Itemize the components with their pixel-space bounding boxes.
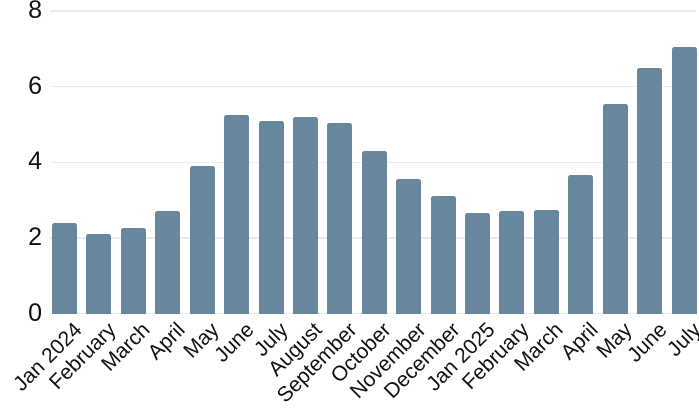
bar	[430, 196, 456, 314]
bar	[292, 116, 318, 314]
x-tick-label: July	[662, 318, 699, 361]
bar	[52, 222, 77, 314]
bar	[155, 211, 181, 314]
bar	[671, 46, 697, 314]
bar	[86, 234, 112, 314]
bar	[189, 166, 215, 314]
bar	[224, 114, 250, 314]
gridline	[50, 312, 696, 315]
bar	[258, 120, 284, 314]
bar	[120, 228, 146, 314]
gridline	[50, 10, 696, 12]
x-tick-label: April	[556, 318, 603, 365]
y-tick-label: 8	[28, 0, 42, 24]
y-tick-label: 2	[28, 222, 42, 251]
bar	[499, 211, 525, 314]
bar	[568, 175, 594, 314]
bar	[637, 67, 663, 314]
y-tick-label: 4	[28, 147, 42, 176]
bar	[396, 179, 422, 314]
gridline	[50, 85, 696, 88]
x-tick-label: April	[143, 318, 190, 365]
bar	[361, 150, 387, 314]
bar	[465, 213, 491, 314]
bar	[533, 209, 559, 314]
bar	[602, 103, 628, 314]
y-tick-label: 6	[28, 71, 42, 100]
bar	[327, 122, 353, 314]
y-tick-label: 0	[28, 298, 42, 327]
